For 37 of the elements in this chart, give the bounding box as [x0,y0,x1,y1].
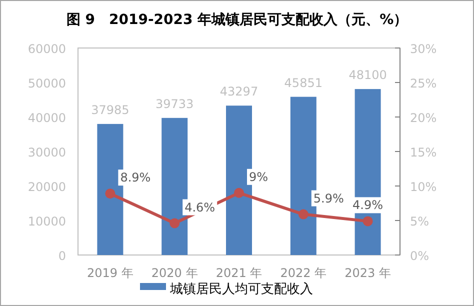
y-tick-label: 50000 [28,76,66,90]
data-label: 5.9% [313,191,344,206]
data-label: 4.9% [352,198,384,212]
y-tick-label: 0 [58,249,66,263]
y2-tick-label: 30% [410,42,437,56]
legend-label: 城镇居民人均可支配收入 [169,282,313,297]
y-tick-label: 10000 [28,214,66,228]
data-label: 9% [249,170,268,184]
data-label: 8.9% [120,170,151,185]
y2-tick-label: 5% [410,214,430,228]
x-tick-label: 2021 年 [216,266,262,280]
y2-tick-label: 20% [410,111,437,125]
y2-tick-label: 15% [410,146,437,160]
y-tick-label: 40000 [28,111,66,125]
point [105,188,116,199]
data-label: 37985 [91,102,130,117]
x-tick-label: 2022 年 [280,266,327,280]
data-label: 39733 [156,96,194,111]
x-tick-label: 2023 年 [344,266,391,280]
point [362,216,373,226]
y2-tick-label: 25% [410,76,437,90]
point [298,209,308,220]
point [234,188,244,198]
legend: 城镇居民人均可支配收入 [140,282,313,297]
data-label: 4.6% [184,200,216,214]
y-tick-label: 60000 [28,42,66,56]
y-tick-label: 20000 [28,180,66,194]
point [170,218,180,228]
data-label: 43297 [220,84,258,99]
x-tick-label: 2020 年 [151,266,198,280]
y2-tick-label: 10% [410,180,437,194]
data-label: 45851 [284,76,322,90]
y2-tick-label: 0% [410,249,430,263]
y-tick-label: 30000 [28,146,66,160]
chart-title: 图 9 2019-2023 年城镇居民可支配收入（元、%） [66,12,408,28]
data-label: 48100 [348,68,387,82]
x-tick-label: 2019 年 [87,266,134,280]
